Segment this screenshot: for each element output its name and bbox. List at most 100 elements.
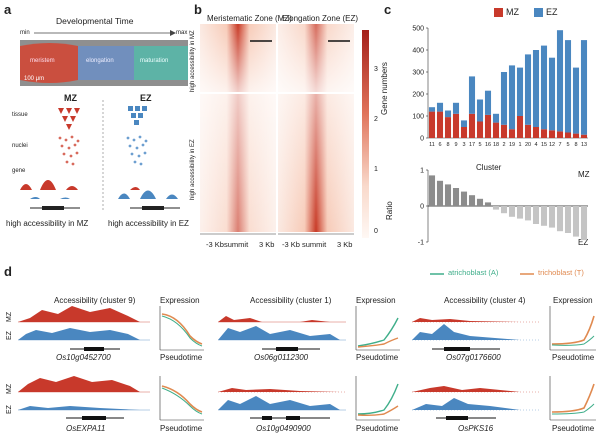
bar-mz [556, 131, 564, 138]
panel-a-letter: a [4, 2, 12, 17]
ratio-bar [524, 206, 532, 221]
x-tick-ez-left: -3 Kb [282, 240, 300, 249]
bar-mz [436, 111, 444, 138]
bar-y-tick-label: 100 [412, 114, 424, 121]
ez-nuclei [126, 135, 148, 166]
root-micrograph: meristem elongation maturation 100 μm [20, 40, 188, 86]
ez-ez-track [110, 190, 190, 199]
bar-ez [564, 40, 572, 133]
bar-x-tick-label: 7 [558, 142, 561, 148]
bar-y-tick-label: 400 [412, 48, 424, 55]
bar-x-tick-label: 18 [493, 142, 499, 148]
bar-x-tick-label: 6 [438, 142, 441, 148]
legend-label-ez: EZ [546, 7, 558, 17]
zone-label-meristem: meristem [30, 58, 55, 64]
pseudotime-2: Pseudotime [356, 353, 399, 362]
bar-ez [556, 30, 564, 132]
bar-x-tick-label: 8 [574, 142, 577, 148]
ez-mz-track [110, 187, 190, 190]
heatmap-title-mz: Meristematic Zone (MZ) [207, 14, 292, 23]
bar-ez [436, 102, 444, 112]
x-tick-ez-right: 3 Kb [337, 240, 353, 249]
block2-title: Accessibility (cluster 1) [250, 296, 332, 305]
bar-mz [452, 113, 460, 138]
gene-name-5: Os10g0490900 [256, 424, 311, 433]
legend-label-trichoblast: trichoblast (T) [538, 268, 584, 277]
bar-mz [468, 113, 476, 138]
block1-title: Accessibility (cluster 9) [54, 296, 136, 305]
bar-ez [508, 65, 516, 130]
bar-x-tick-label: 20 [525, 142, 531, 148]
gene-name-2: Os06g0112300 [254, 353, 309, 362]
dev-time-title: Developmental Time [56, 16, 134, 26]
bar-x-tick-label: 5 [566, 142, 569, 148]
panel-d-legend [430, 273, 534, 275]
mz-nuclei [58, 135, 80, 166]
mz-mz-track [8, 180, 95, 190]
ez-heading: EZ [140, 93, 152, 103]
ratio-ez-side: EZ [578, 238, 589, 247]
bar-ez [516, 67, 524, 116]
dev-time-arrow [34, 30, 176, 36]
block1-expr-title: Expression [160, 296, 200, 305]
x-tick-mz-summit: summit [224, 240, 249, 249]
bar-mz [428, 111, 436, 138]
bar-mz [524, 124, 532, 138]
panel-c-letter: c [384, 2, 392, 17]
bar-mz [500, 124, 508, 138]
bar-mz [548, 130, 556, 138]
panel-b-letter: b [194, 2, 202, 17]
bar-x-tick-label: 1 [518, 142, 521, 148]
bar-x-tick-label: 4 [534, 142, 537, 148]
mz-ez-track [8, 197, 95, 199]
bar-mz [484, 114, 492, 138]
ratio-bar [572, 206, 580, 237]
bar-ez [532, 50, 540, 127]
bar-mz [492, 122, 500, 138]
pseudotime-4: Pseudotime [160, 424, 203, 433]
bar-ez [484, 90, 492, 115]
colorbar-tick-1: 1 [374, 166, 378, 173]
block2-expr-title: Expression [356, 296, 396, 305]
ez-tissue-cells [128, 106, 147, 125]
bar-mz [508, 129, 516, 138]
bar-ez [580, 40, 588, 135]
ez-gene-model [142, 206, 164, 210]
bar-x-tick-label: 11 [429, 142, 435, 148]
ratio-bar [452, 188, 460, 206]
gene-name-4: OsEXPA11 [66, 424, 106, 433]
colorbar-tick-3: 3 [374, 66, 378, 73]
bar-mz [516, 116, 524, 138]
mz-tissue-cells [58, 108, 80, 130]
bar-x-tick-label: 13 [581, 142, 587, 148]
colorbar-tick-0: 0 [374, 228, 378, 235]
row-label-tissue: tissue [12, 112, 28, 118]
zone-label-elongation: elongation [86, 58, 114, 64]
bar-y-tick-label: 200 [412, 92, 424, 99]
pseudotime-6: Pseudotime [552, 424, 595, 433]
gene-name-1: Os10g0452700 [56, 353, 111, 362]
legend-label-atrichoblast: atrichoblast (A) [448, 268, 499, 277]
ratio-bar [460, 191, 468, 206]
row-label-nuclei: nuclei [12, 143, 28, 149]
bar-x-tick-label: 12 [549, 142, 555, 148]
ratio-bar [516, 206, 524, 219]
bar-x-tick-label: 19 [509, 142, 515, 148]
bar-ez [500, 72, 508, 125]
ratio-bar [564, 206, 572, 233]
bar-x-tick-label: 8 [446, 142, 449, 148]
block3-expr-title: Expression [553, 296, 593, 305]
ratio-bar [492, 206, 500, 210]
ratio-bar [556, 206, 564, 232]
x-tick-ez-summit: summit [302, 240, 327, 249]
ratio-bar [428, 175, 436, 206]
ratio-bar [580, 206, 588, 241]
bar-ez [572, 67, 580, 134]
ratio-y-tick-label: 1 [420, 168, 424, 175]
ratio-bar [484, 202, 492, 206]
bar-ez [476, 99, 484, 122]
bar-x-tick-label: 3 [462, 142, 465, 148]
colorbar [362, 30, 369, 238]
bar-ez [444, 110, 452, 118]
